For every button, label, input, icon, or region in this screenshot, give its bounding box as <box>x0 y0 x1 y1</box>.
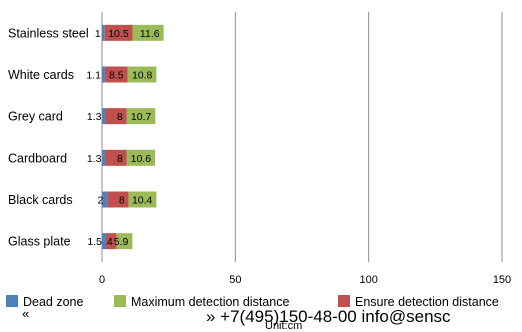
data-label-maximum-detection: 10.4 <box>132 195 153 207</box>
category-labels: Stainless steel White cards Grey card Cardb… <box>8 26 89 248</box>
x-tick-label: 50 <box>229 274 241 286</box>
bar-ensure-detection <box>104 24 133 41</box>
data-label-maximum-detection: 5.9 <box>114 236 129 248</box>
bar-ensure-detection <box>106 233 117 250</box>
x-tick-label: 0 <box>99 274 105 286</box>
data-label-dead-zone: 1 <box>95 28 101 40</box>
chart-bars: 1 10.5 11.6 1.1 8.5 10.8 1.3 8 10.7 1.3 8 10.6 2 8 10.… <box>86 24 164 250</box>
bar-ensure-detection <box>105 108 127 125</box>
x-tick-label: 100 <box>359 274 377 286</box>
data-label-dead-zone: 1.3 <box>87 111 102 123</box>
data-label-ensure-detection: 8 <box>117 111 123 123</box>
data-label-dead-zone: 2 <box>97 195 103 207</box>
category-label: Grey card <box>8 110 63 124</box>
legend-swatch <box>6 295 18 307</box>
legend-swatch <box>114 295 126 307</box>
category-label: Stainless steel <box>8 26 89 40</box>
bar-dead-zone <box>102 233 106 250</box>
bar-maximum-detection <box>132 24 164 41</box>
legend-label: Ensure detection distance <box>355 295 499 309</box>
data-label-ensure-detection: 8 <box>117 153 123 165</box>
bar-maximum-detection <box>127 66 157 83</box>
footer-left-quote: « <box>22 306 30 321</box>
data-label-ensure-detection: 10.5 <box>108 28 129 40</box>
legend-swatch <box>338 295 350 307</box>
bar-ensure-detection <box>105 149 127 166</box>
bar-dead-zone <box>102 149 106 166</box>
x-axis-label: Unit:cm <box>265 320 303 332</box>
bar-maximum-detection <box>116 233 133 250</box>
data-label-ensure-detection: 8 <box>119 195 125 207</box>
data-label-dead-zone: 1.1 <box>86 70 101 82</box>
bar-dead-zone <box>102 108 106 125</box>
chart-legend: Dead zone Maximum detection distance Ensur… <box>6 295 499 309</box>
data-label-maximum-detection: 10.6 <box>131 153 152 165</box>
bar-dead-zone <box>102 24 105 41</box>
x-tick-labels: 0 50 100 150 <box>99 274 511 286</box>
category-label: White cards <box>8 68 74 82</box>
x-tick-label: 150 <box>493 274 511 286</box>
data-label-dead-zone: 1.3 <box>87 153 102 165</box>
data-label-maximum-detection: 10.7 <box>131 111 152 123</box>
category-label: Black cards <box>8 193 73 207</box>
data-label-ensure-detection: 8.5 <box>109 70 124 82</box>
bar-maximum-detection <box>126 108 156 125</box>
legend-label: Maximum detection distance <box>131 295 289 309</box>
bar-ensure-detection <box>107 191 129 208</box>
bar-dead-zone <box>102 191 108 208</box>
data-label-dead-zone: 1.5 <box>87 236 102 248</box>
bar-maximum-detection <box>126 149 156 166</box>
bar-ensure-detection <box>104 66 128 83</box>
data-label-maximum-detection: 11.6 <box>140 28 160 40</box>
footer-contact: » +7(495)150-48-00 info@sensc <box>206 307 451 326</box>
bar-dead-zone <box>102 66 105 83</box>
legend-label: Dead zone <box>23 295 84 309</box>
bar-maximum-detection <box>128 191 157 208</box>
chart-grid <box>101 12 503 262</box>
category-label: Glass plate <box>8 235 71 249</box>
category-label: Cardboard <box>8 151 67 165</box>
data-label-ensure-detection: 4 <box>107 236 113 248</box>
data-label-maximum-detection: 10.8 <box>132 70 153 82</box>
